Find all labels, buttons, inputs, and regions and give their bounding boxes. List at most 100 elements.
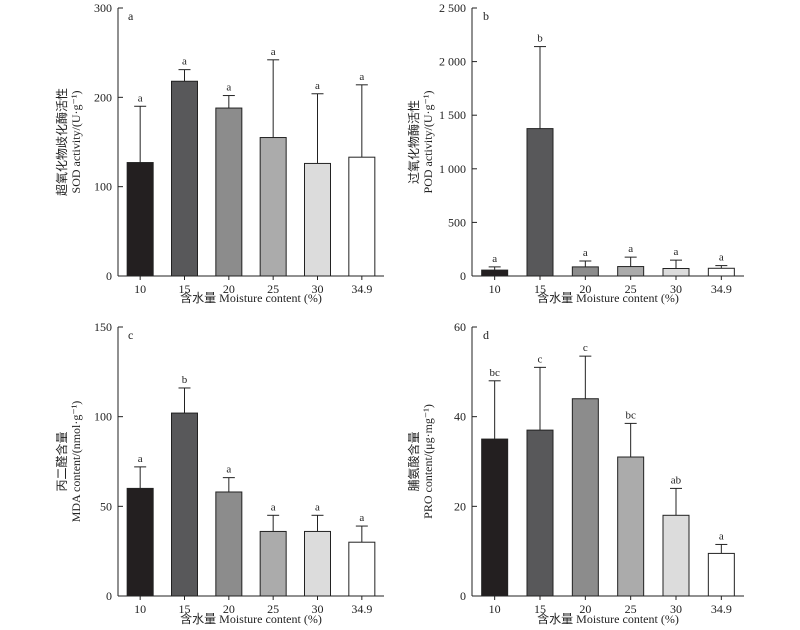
chart-panel-a: 0 100 200 300 a 10 a 15 a 20 a 25 a 30 a 34.9 a 含水量 Moist… [54, 1, 384, 305]
panel-label: a [128, 9, 134, 23]
x-tick-label: 20 [579, 282, 591, 296]
chart-panel-b: 0 500 1 000 1 500 2 000 2 500 a 10 b 15 a 20 a 25 a 30 a… [406, 1, 744, 305]
y-tick-label: 300 [94, 1, 112, 15]
x-tick-label: 25 [267, 602, 279, 616]
x-tick-label: 20 [579, 602, 591, 616]
significance-label: a [138, 453, 143, 465]
significance-label: a [359, 512, 364, 524]
y-axis-title-cn: 超氧化物歧化酶活性 [54, 88, 69, 196]
significance-label: a [315, 501, 320, 513]
significance-label: a [226, 82, 231, 94]
x-tick-label: 20 [223, 602, 235, 616]
x-tick-label: 10 [489, 282, 501, 296]
y-tick-label: 2 000 [439, 55, 466, 69]
panel-label: d [483, 328, 489, 342]
x-tick-label: 30 [312, 602, 324, 616]
x-tick-label: 34.9 [351, 282, 372, 296]
significance-label: a [271, 501, 276, 513]
y-tick-label: 100 [94, 410, 112, 424]
bar-15 [171, 80, 198, 277]
significance-label: a [315, 80, 320, 92]
bar-10 [126, 487, 154, 597]
x-tick-label: 25 [267, 282, 279, 296]
bar-20 [571, 398, 599, 597]
significance-label: c [583, 342, 588, 354]
significance-label: a [719, 530, 724, 542]
significance-label: bc [625, 409, 636, 421]
significance-label: a [719, 252, 724, 264]
x-tick-label: 20 [223, 282, 235, 296]
bar-25 [617, 456, 645, 597]
bar-34.9 [707, 552, 735, 597]
significance-label: a [674, 246, 679, 258]
bar-20 [215, 491, 243, 597]
x-tick-label: 30 [670, 282, 682, 296]
bar-30 [304, 530, 331, 597]
y-axis-title-cn: 脯氨酸含量 [406, 431, 421, 491]
y-tick-label: 20 [454, 499, 466, 513]
significance-label: c [538, 353, 543, 365]
x-tick-label: 10 [134, 282, 146, 296]
bar-20 [215, 107, 243, 277]
y-axis-title-cn: 过氧化物酶活性 [406, 100, 421, 184]
x-axis-title: 含水量 Moisture content (%) [180, 611, 322, 626]
y-axis-title-en: MDA content/(nmol·g⁻¹) [69, 401, 83, 523]
bar-34.9 [348, 156, 376, 277]
y-axis-title-en: SOD activity/(U·g⁻¹) [69, 91, 83, 194]
x-tick-label: 25 [625, 602, 637, 616]
significance-label: b [537, 33, 543, 45]
bar-15 [526, 429, 554, 597]
significance-label: a [182, 56, 187, 68]
bar-10 [126, 162, 154, 277]
x-tick-label: 34.9 [711, 602, 732, 616]
bar-25 [259, 137, 287, 277]
bar-10 [481, 438, 509, 597]
bar-15 [526, 128, 554, 277]
x-tick-label: 30 [670, 602, 682, 616]
significance-label: a [492, 253, 497, 265]
bar-34.9 [348, 541, 376, 597]
significance-label: a [583, 247, 588, 259]
y-tick-label: 60 [454, 320, 466, 334]
chart-panel-c: 0 50 100 150 a 10 b 15 a 20 a 25 a 30 a 34.9 c 含水量 Moistu… [54, 320, 384, 626]
bar-34.9 [707, 267, 735, 277]
bar-10 [481, 269, 509, 277]
x-tick-label: 15 [534, 602, 546, 616]
bar-30 [304, 162, 331, 277]
x-tick-label: 10 [489, 602, 501, 616]
y-tick-label: 50 [100, 499, 112, 513]
chart-panel-d: 0 20 40 60 bc 10 c 15 c 20 bc 25 ab 30 a 34.9 d 含水量 Moist… [406, 320, 744, 626]
x-tick-label: 30 [312, 282, 324, 296]
significance-label: a [628, 243, 633, 255]
y-axis-title-cn: 丙二醛含量 [54, 431, 69, 491]
significance-label: a [226, 464, 231, 476]
x-tick-label: 10 [134, 602, 146, 616]
y-tick-label: 40 [454, 410, 466, 424]
y-tick-label: 0 [460, 589, 466, 603]
y-tick-label: 0 [106, 589, 112, 603]
significance-label: ab [671, 474, 682, 486]
bar-30 [662, 267, 690, 277]
y-axis-title-en: PRO content/(μg·mg⁻¹) [421, 404, 435, 519]
x-tick-label: 34.9 [711, 282, 732, 296]
x-tick-label: 15 [534, 282, 546, 296]
significance-label: a [359, 71, 364, 83]
panel-label: c [128, 328, 133, 342]
x-axis-title: 含水量 Moisture content (%) [537, 290, 679, 305]
y-tick-label: 200 [94, 90, 112, 104]
significance-label: b [182, 374, 188, 386]
y-tick-label: 500 [448, 215, 466, 229]
bar-15 [171, 412, 198, 597]
bar-20 [571, 266, 599, 277]
x-tick-label: 15 [179, 602, 191, 616]
y-tick-label: 1 500 [439, 108, 466, 122]
x-tick-label: 15 [179, 282, 191, 296]
x-tick-label: 34.9 [351, 602, 372, 616]
significance-label: bc [489, 367, 500, 379]
y-axis-title-en: POD activity/(U·g⁻¹) [421, 91, 435, 194]
y-tick-label: 0 [106, 269, 112, 283]
y-tick-label: 150 [94, 320, 112, 334]
panel-label: b [483, 9, 489, 23]
significance-label: a [138, 92, 143, 104]
